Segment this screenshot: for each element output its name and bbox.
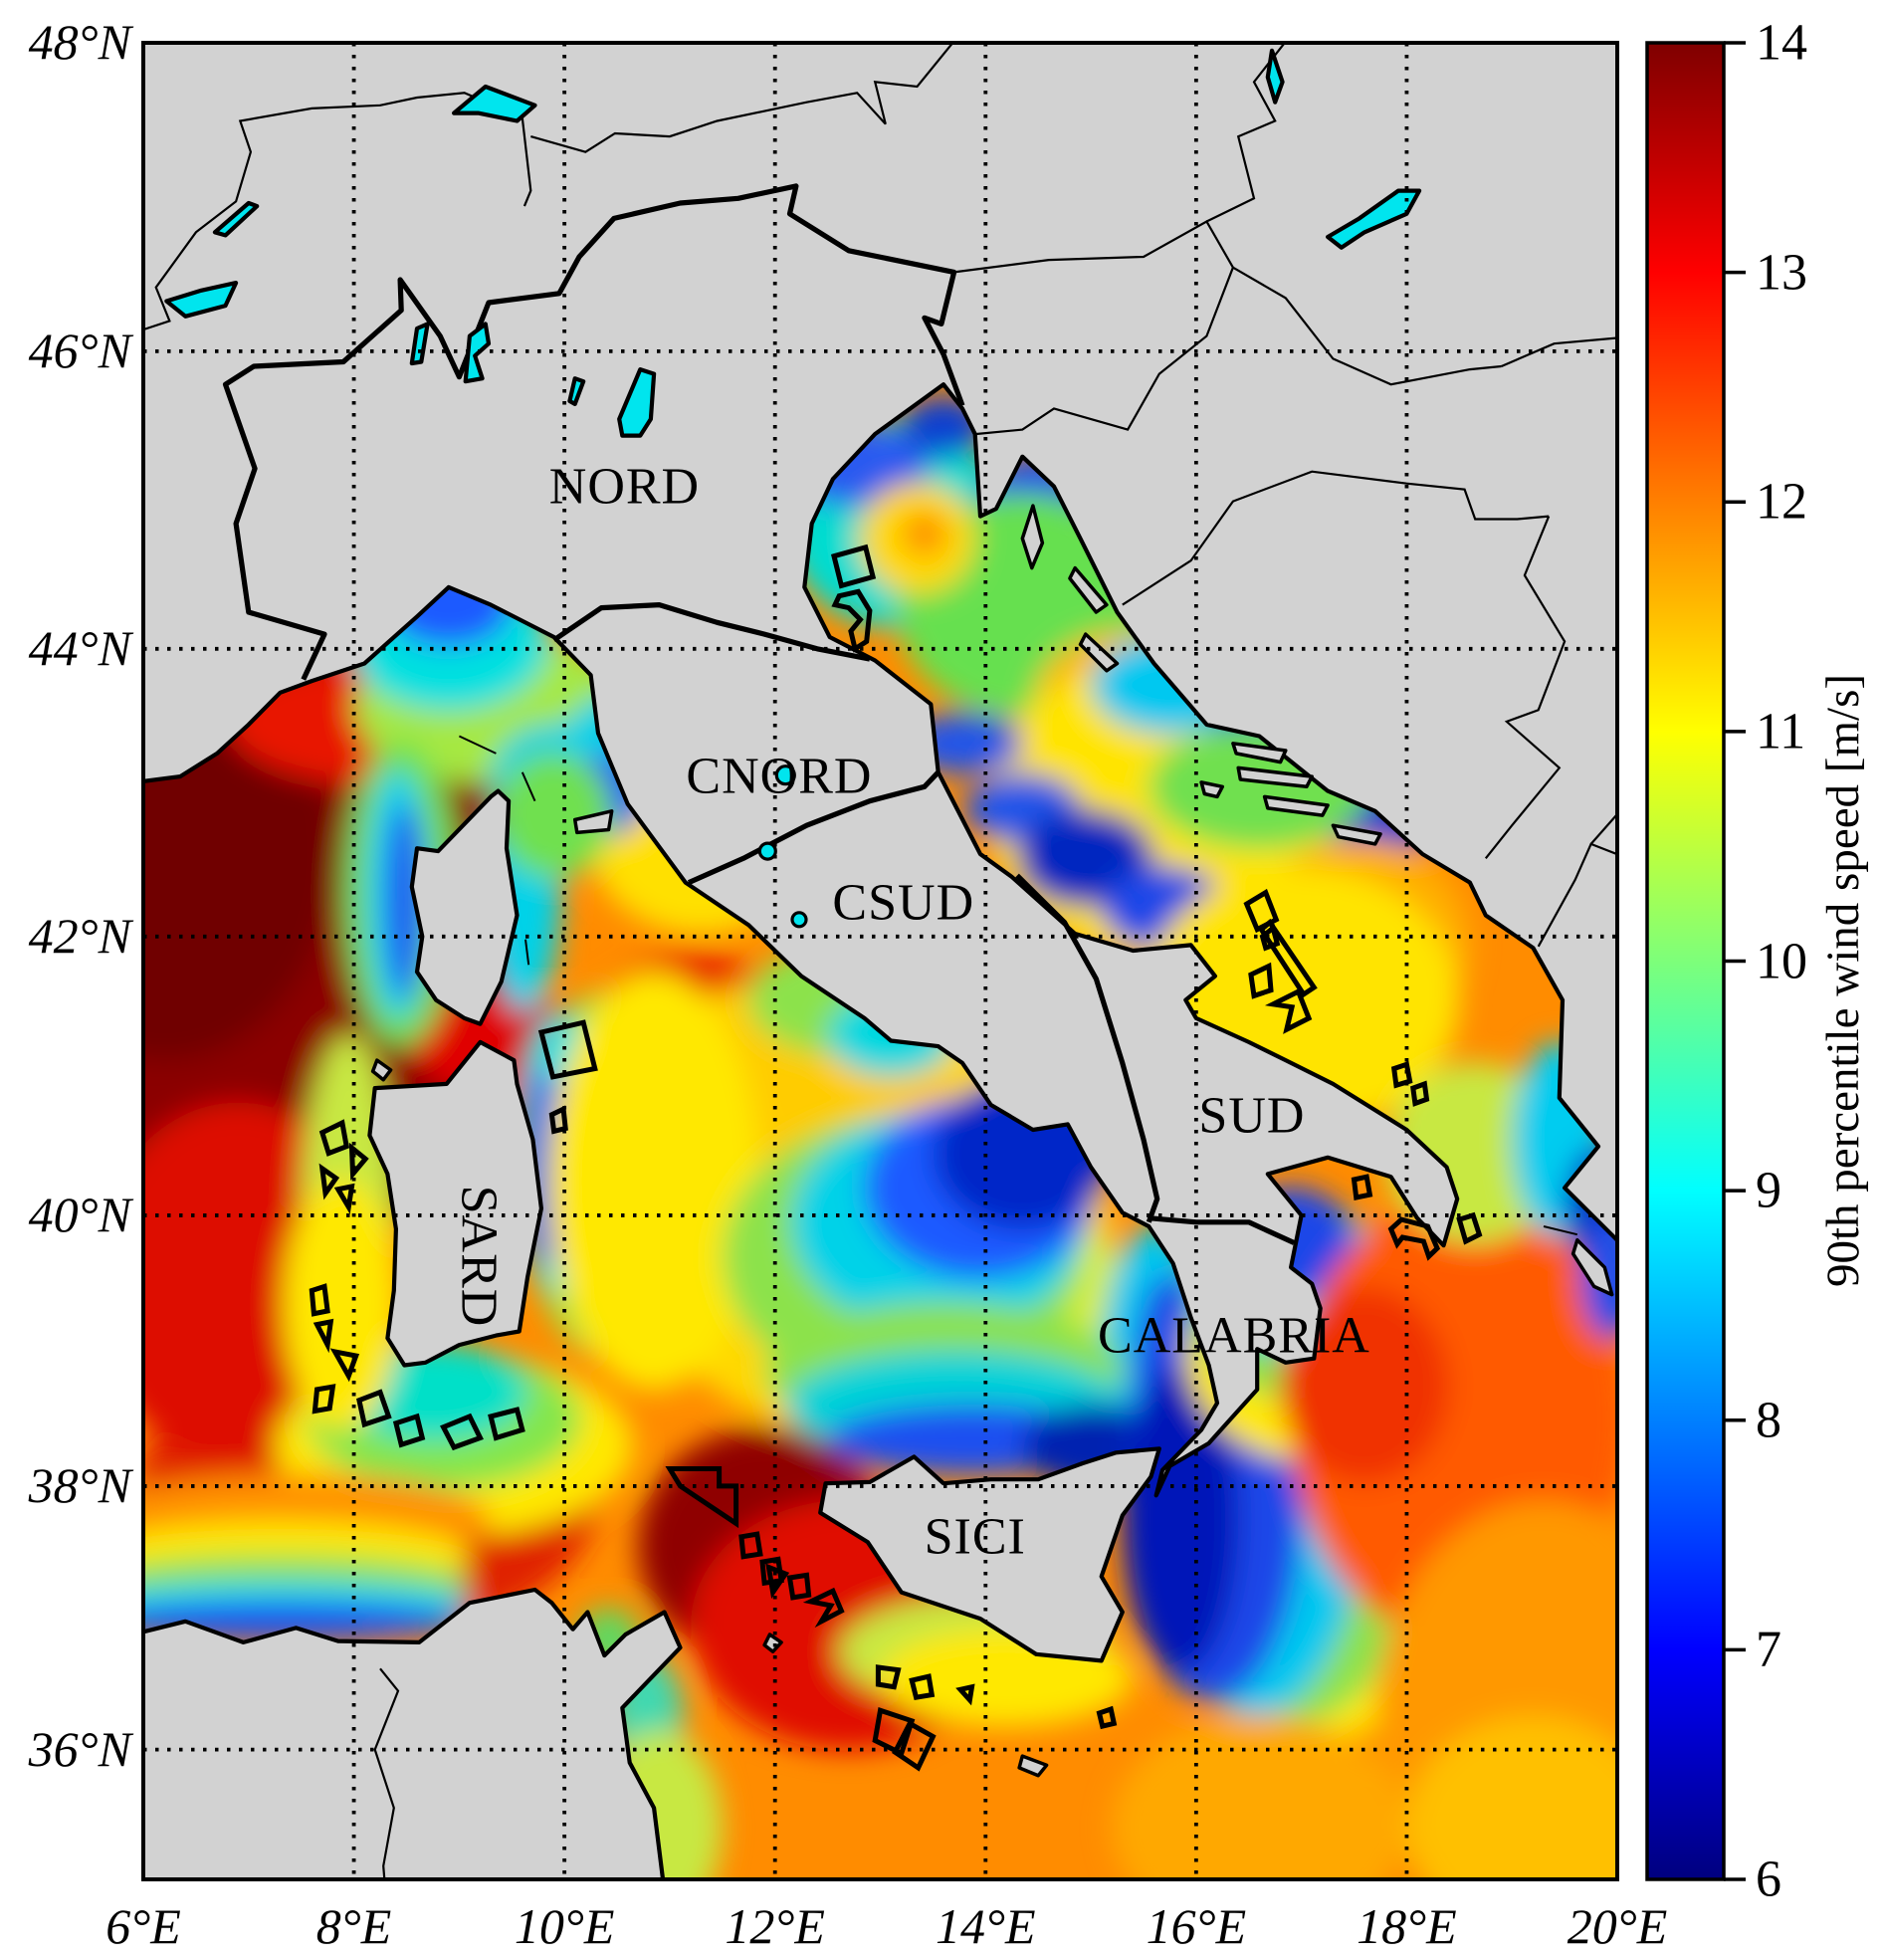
y-tick-label-44N: 44°N <box>28 619 131 676</box>
y-tick-label-38N: 38°N <box>28 1456 131 1513</box>
colorbar-tick-label-6: 6 <box>1756 1851 1781 1908</box>
region-label-csud: CSUD <box>832 874 975 932</box>
region-label-nord: NORD <box>548 458 701 516</box>
colorbar-tick-label-11: 11 <box>1756 703 1806 761</box>
region-label-sud: SUD <box>1198 1087 1306 1145</box>
y-tick-label-36N: 36°N <box>28 1720 131 1777</box>
graticule <box>143 43 1617 1879</box>
land-masses <box>143 43 1617 1879</box>
colorbar-gradient <box>1645 41 1726 1881</box>
wind-farm-areas <box>309 544 1483 1772</box>
country-borders <box>143 43 1617 1879</box>
region-label-sard: SARD <box>450 1185 508 1328</box>
y-tick-label-42N: 42°N <box>28 907 131 964</box>
colorbar-tick-label-9: 9 <box>1756 1162 1781 1219</box>
x-tick-label-16E: 16°E <box>1146 1898 1247 1954</box>
x-tick-label-14E: 14°E <box>936 1898 1036 1954</box>
colorbar <box>1645 41 1746 1881</box>
x-tick-label-18E: 18°E <box>1357 1898 1457 1954</box>
x-tick-label-8E: 8°E <box>315 1898 392 1954</box>
colorbar-tick-label-12: 12 <box>1756 473 1807 531</box>
y-tick-label-48N: 48°N <box>28 13 131 70</box>
zone-boundaries <box>222 183 1296 1245</box>
y-tick-label-40N: 40°N <box>28 1186 131 1242</box>
region-label-sici: SICI <box>924 1508 1026 1566</box>
colorbar-tick-label-10: 10 <box>1756 933 1807 989</box>
colorbar-tick-label-13: 13 <box>1756 244 1807 302</box>
y-tick-label-46N: 46°N <box>28 322 131 378</box>
plot-frame <box>141 41 1619 1881</box>
lakes <box>164 48 1422 929</box>
colorbar-tick-label-7: 7 <box>1756 1621 1781 1678</box>
minor-lines <box>458 735 1578 1236</box>
region-label-cnord: CNORD <box>686 748 873 805</box>
x-tick-label-20E: 20°E <box>1567 1898 1668 1954</box>
colorbar-title: 90th percentile wind speed [m/s] <box>1817 673 1869 1288</box>
region-label-calabria: CALABRIA <box>1098 1307 1370 1365</box>
colorbar-tick-label-14: 14 <box>1756 14 1807 72</box>
x-tick-label-10E: 10°E <box>514 1898 615 1954</box>
x-tick-label-12E: 12°E <box>725 1898 825 1954</box>
colorbar-tick-label-8: 8 <box>1756 1392 1781 1449</box>
x-tick-label-6E: 6°E <box>105 1898 181 1954</box>
